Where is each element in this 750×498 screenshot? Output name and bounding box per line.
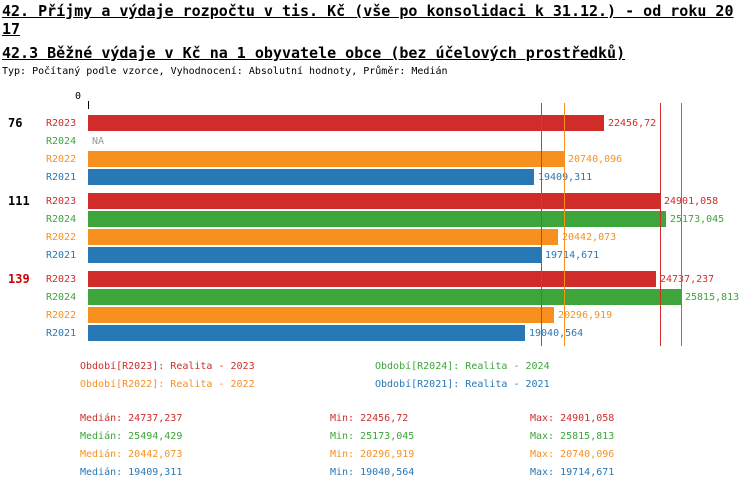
bar-R2024 (88, 289, 681, 305)
stat-min-R2022: Min: 20296,919 (330, 449, 415, 460)
stat-median-R2022: Medián: 20442,073 (80, 449, 183, 460)
bar-R2021 (88, 325, 525, 341)
bar-value-label: 20296,919 (558, 310, 613, 321)
stat-max-R2022: Max: 20740,096 (530, 449, 615, 460)
bar-value-label: 19040,564 (529, 328, 584, 339)
chart-title-line2: 17 (2, 20, 21, 38)
series-label: R2022 (46, 232, 77, 243)
bar-value-label: 25173,045 (670, 214, 725, 225)
legend-item-R2023: Období[R2023]: Realita - 2023 (80, 361, 255, 372)
bar-value-label: 24901,058 (664, 196, 719, 207)
bar-R2023 (88, 271, 656, 287)
bar-value-label: 20442,073 (562, 232, 617, 243)
chart-meta-line: Typ: Počítaný podle vzorce, Vyhodnocení:… (2, 66, 448, 77)
stat-median-R2021: Medián: 19409,311 (80, 467, 183, 478)
series-label: R2023 (46, 118, 77, 129)
series-label: R2023 (46, 196, 77, 207)
bar-value-label: 19409,311 (538, 172, 593, 183)
stat-max-R2023: Max: 24901,058 (530, 413, 615, 424)
bar-R2023 (88, 193, 660, 209)
stat-median-R2023: Medián: 24737,237 (80, 413, 183, 424)
group-label: 76 (8, 116, 23, 130)
bar-value-label: 19714,671 (545, 250, 600, 261)
stat-max-R2024: Max: 25815,813 (530, 431, 615, 442)
chart-subtitle: 42.3 Běžné výdaje v Kč na 1 obyvatele ob… (2, 44, 626, 62)
series-label: R2021 (46, 172, 77, 183)
series-label: R2024 (46, 136, 77, 147)
max-marker-line-R2021 (541, 103, 542, 346)
legend-item-R2024: Období[R2024]: Realita - 2024 (375, 361, 550, 372)
max-marker-line-R2022 (564, 103, 565, 346)
series-label: R2024 (46, 214, 77, 225)
stat-min-R2024: Min: 25173,045 (330, 431, 415, 442)
bar-value-label: 25815,813 (685, 292, 740, 303)
bar-R2021 (88, 247, 541, 263)
max-marker-line-R2024 (681, 103, 682, 346)
series-label: R2021 (46, 250, 77, 261)
bar-R2021 (88, 169, 534, 185)
stat-min-R2021: Min: 19040,564 (330, 467, 415, 478)
stat-median-R2024: Medián: 25494,429 (80, 431, 183, 442)
axis-zero-tick (88, 101, 89, 109)
bar-R2022 (88, 151, 564, 167)
axis-zero-label: 0 (75, 91, 82, 102)
series-label: R2023 (46, 274, 77, 285)
series-label: R2022 (46, 310, 77, 321)
bar-R2024 (88, 211, 666, 227)
group-label: 139 (8, 272, 30, 286)
chart-title-line1: 42. Příjmy a výdaje rozpočtu v tis. Kč (… (2, 2, 734, 20)
bar-R2022 (88, 229, 558, 245)
bar-R2022 (88, 307, 554, 323)
bar-value-label: 22456,72 (608, 118, 657, 129)
group-label: 111 (8, 194, 30, 208)
bar-R2023 (88, 115, 604, 131)
series-label: R2022 (46, 154, 77, 165)
series-label: R2024 (46, 292, 77, 303)
stat-max-R2021: Max: 19714,671 (530, 467, 615, 478)
legend-item-R2021: Období[R2021]: Realita - 2021 (375, 379, 550, 390)
legend-item-R2022: Období[R2022]: Realita - 2022 (80, 379, 255, 390)
na-value-label: NA (92, 136, 105, 147)
max-marker-line-R2023 (660, 103, 661, 346)
series-label: R2021 (46, 328, 77, 339)
stat-min-R2023: Min: 22456,72 (330, 413, 409, 424)
bar-value-label: 24737,237 (660, 274, 715, 285)
bar-value-label: 20740,096 (568, 154, 623, 165)
